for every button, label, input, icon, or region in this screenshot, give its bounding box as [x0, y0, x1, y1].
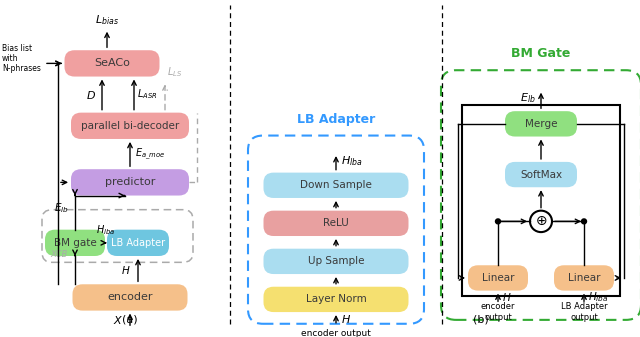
Text: $L_{bias}$: $L_{bias}$	[95, 13, 119, 27]
Text: LB Adapter: LB Adapter	[297, 113, 375, 126]
Text: $X$: $X$	[113, 314, 123, 326]
Text: BM Gate: BM Gate	[511, 48, 571, 60]
Text: encoder output: encoder output	[301, 329, 371, 337]
FancyBboxPatch shape	[45, 229, 105, 256]
FancyBboxPatch shape	[264, 249, 408, 274]
FancyBboxPatch shape	[71, 113, 189, 139]
FancyBboxPatch shape	[554, 265, 614, 290]
Text: LB Adapter
output: LB Adapter output	[561, 302, 607, 322]
FancyBboxPatch shape	[71, 169, 189, 195]
Text: SeACo: SeACo	[94, 58, 130, 68]
Circle shape	[530, 211, 552, 232]
Text: parallel bi-decoder: parallel bi-decoder	[81, 121, 179, 131]
Text: $H_{lba}$: $H_{lba}$	[588, 290, 609, 304]
Text: SoftMax: SoftMax	[520, 170, 562, 180]
Text: $H$: $H$	[122, 264, 131, 276]
FancyBboxPatch shape	[65, 50, 159, 76]
Bar	[462, 105, 620, 297]
Text: $\oplus$: $\oplus$	[535, 214, 547, 228]
FancyBboxPatch shape	[505, 111, 577, 136]
Text: BM gate: BM gate	[54, 238, 97, 248]
FancyBboxPatch shape	[107, 229, 169, 256]
Text: LB Adapter: LB Adapter	[111, 238, 165, 248]
FancyBboxPatch shape	[264, 211, 408, 236]
Text: ReLU: ReLU	[323, 218, 349, 228]
Text: $H$: $H$	[341, 313, 351, 325]
Circle shape	[582, 219, 586, 224]
Text: Linear: Linear	[482, 273, 515, 283]
Text: $E_{a\_moe}$: $E_{a\_moe}$	[135, 147, 165, 162]
Circle shape	[495, 219, 500, 224]
Text: (a): (a)	[122, 315, 138, 325]
Text: XCB: XCB	[50, 250, 67, 259]
FancyBboxPatch shape	[72, 284, 188, 311]
Text: Layer Norm: Layer Norm	[306, 295, 366, 304]
FancyBboxPatch shape	[505, 162, 577, 187]
FancyBboxPatch shape	[264, 173, 408, 198]
FancyBboxPatch shape	[468, 265, 528, 290]
Text: $L_{ASR}$: $L_{ASR}$	[137, 88, 157, 101]
Text: encoder: encoder	[108, 293, 153, 302]
Text: Down Sample: Down Sample	[300, 180, 372, 190]
FancyBboxPatch shape	[264, 287, 408, 312]
Text: $E_{lb}$: $E_{lb}$	[520, 92, 536, 105]
Text: predictor: predictor	[105, 177, 155, 187]
Text: $L_{LS}$: $L_{LS}$	[167, 66, 182, 80]
Text: (b): (b)	[473, 315, 489, 325]
Text: $E_{lb}$: $E_{lb}$	[54, 201, 69, 215]
Text: $D$: $D$	[86, 89, 96, 101]
Text: $H_{lba}$: $H_{lba}$	[341, 154, 363, 168]
Text: Bias list
with
N-phrases: Bias list with N-phrases	[2, 43, 41, 73]
Text: Linear: Linear	[568, 273, 600, 283]
Text: $H$: $H$	[502, 292, 511, 303]
Text: Up Sample: Up Sample	[308, 256, 364, 266]
Text: $H_{lba}$: $H_{lba}$	[97, 223, 116, 237]
Text: Merge: Merge	[525, 119, 557, 129]
Text: encoder
output: encoder output	[481, 302, 515, 322]
